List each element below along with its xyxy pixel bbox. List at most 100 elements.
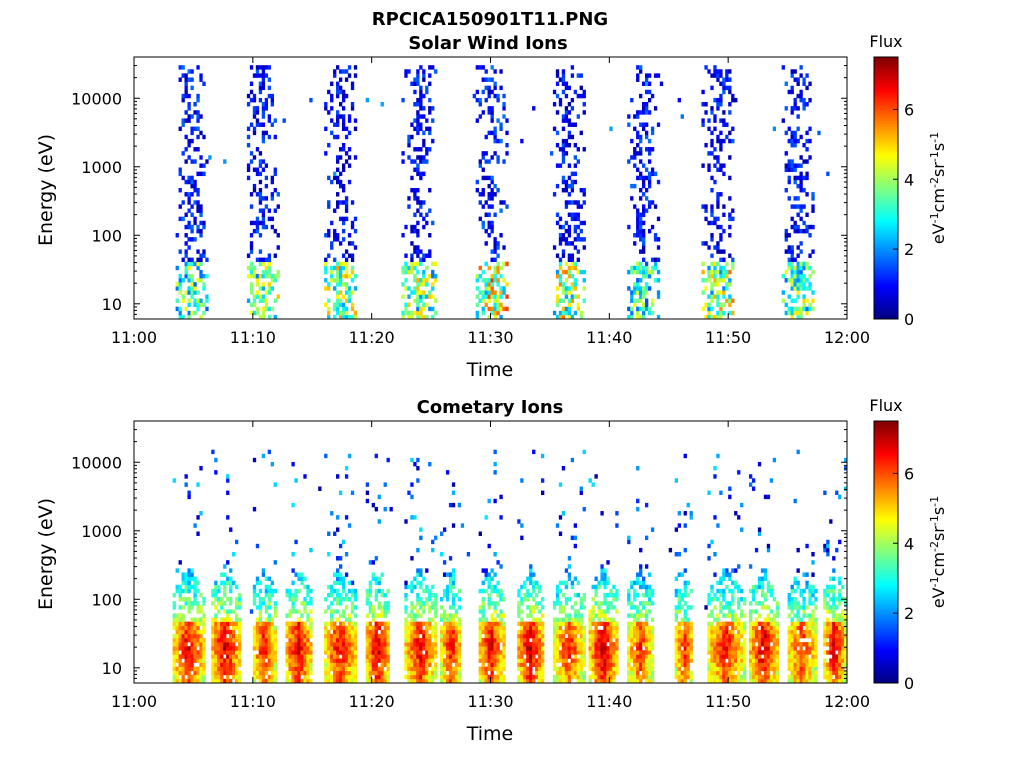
spectrogram-cell	[350, 220, 355, 226]
spectrogram-cell	[719, 97, 723, 103]
spectrogram-cell	[555, 81, 560, 86]
spectrogram-cell	[457, 666, 462, 672]
spectrogram-cell	[350, 625, 355, 631]
spectrogram-cell	[496, 298, 500, 303]
spectrogram-cell	[644, 73, 649, 78]
spectrogram-cell	[232, 654, 236, 659]
spectrogram-cell	[264, 625, 269, 631]
spectrogram-cell	[327, 666, 331, 672]
spectrogram-cell	[496, 282, 500, 287]
spectrogram-cell	[493, 678, 497, 684]
spectrogram-cell	[410, 257, 414, 263]
spectrogram-cell	[172, 633, 176, 639]
spectrogram-cell	[338, 642, 343, 647]
spectrogram-cell	[612, 642, 616, 647]
spectrogram-cell	[490, 192, 494, 197]
spectrogram-cell	[532, 642, 536, 647]
spectrogram-cell	[368, 629, 373, 635]
spectrogram-cell	[300, 658, 304, 663]
colorbar-swatch	[874, 149, 898, 152]
spectrogram-cell	[650, 224, 655, 230]
spectrogram-cell	[707, 302, 711, 308]
spectrogram-cell	[175, 298, 179, 303]
spectrogram-cell	[255, 306, 260, 312]
spectrogram-cell	[252, 633, 257, 639]
spectrogram-cell	[264, 621, 269, 627]
spectrogram-cell	[187, 580, 191, 586]
spectrogram-cell	[609, 654, 613, 659]
spectrogram-cell	[517, 658, 521, 663]
spectrogram-cell	[633, 678, 637, 684]
spectrogram-cell	[178, 171, 182, 177]
spectrogram-cell	[386, 633, 390, 639]
spectrogram-cell	[202, 625, 206, 631]
spectrogram-cell	[570, 200, 575, 205]
spectrogram-cell	[404, 674, 408, 680]
spectrogram-cell	[380, 621, 384, 627]
spectrogram-cell	[404, 642, 408, 647]
colorbar-swatch	[874, 173, 898, 177]
spectrogram-cell	[639, 621, 643, 627]
spectrogram-cell	[416, 654, 420, 659]
spectrogram-cell	[434, 605, 438, 610]
spectrogram-cell	[478, 290, 482, 295]
spectrogram-cell	[371, 658, 375, 663]
colorbar-swatch	[874, 128, 898, 132]
spectrogram-cell	[722, 278, 726, 283]
spectrogram-cell	[431, 650, 435, 655]
spectrogram-cell	[561, 633, 566, 639]
spectrogram-cell	[642, 269, 646, 275]
spectrogram-cell	[428, 633, 432, 639]
colorbar-swatch	[874, 81, 898, 85]
spectrogram-cell	[499, 138, 503, 144]
spectrogram-cell	[636, 650, 640, 655]
spectrogram-cell	[639, 584, 643, 590]
spectrogram-cell	[401, 314, 405, 320]
spectrogram-cell	[404, 224, 408, 230]
spectrogram-cell	[582, 192, 586, 197]
spectrogram-cell	[252, 601, 257, 606]
spectrogram-cell	[686, 629, 690, 635]
spectrogram-cell	[350, 224, 355, 230]
spectrogram-cell	[344, 625, 349, 631]
spectrogram-cell	[330, 601, 334, 606]
spectrogram-cell	[416, 658, 420, 663]
spectrogram-cell	[347, 290, 352, 295]
spectrogram-cell	[261, 568, 266, 573]
spectrogram-cell	[416, 302, 420, 308]
spectrogram-cell	[276, 204, 280, 209]
spectrogram-cell	[650, 666, 655, 672]
spectrogram-cell	[701, 261, 705, 267]
spectrogram-cell	[564, 306, 569, 312]
spectrogram-cell	[229, 629, 233, 635]
spectrogram-cell	[728, 102, 732, 107]
spectrogram-cell	[570, 188, 575, 193]
spectrogram-cell	[187, 118, 191, 123]
spectrogram-cell	[793, 196, 797, 201]
spectrogram-cell	[258, 163, 263, 168]
spectrogram-cell	[567, 633, 572, 639]
spectrogram-cell	[555, 142, 560, 148]
spectrogram-cell	[190, 666, 194, 672]
spectrogram-cell	[237, 674, 242, 680]
spectrogram-cell	[252, 625, 257, 631]
spectrogram-cell	[193, 642, 197, 647]
spectrogram-cell	[573, 613, 577, 618]
spectrogram-cell	[561, 269, 566, 275]
spectrogram-cell	[336, 637, 340, 643]
spectrogram-cell	[799, 97, 803, 103]
spectrogram-cell	[404, 646, 408, 651]
x-tick-label: 11:00	[111, 328, 157, 347]
spectrogram-cell	[612, 650, 616, 655]
colorbar-swatch	[874, 89, 898, 93]
spectrogram-cell	[451, 633, 456, 639]
spectrogram-cell	[350, 650, 355, 655]
spectrogram-cell	[725, 269, 729, 275]
spectrogram-cell	[579, 670, 583, 676]
spectrogram-cell	[639, 224, 643, 230]
spectrogram-cell	[826, 171, 830, 177]
spectrogram-cell	[811, 224, 815, 230]
spectrogram-cell	[416, 621, 420, 627]
spectrogram-cell	[422, 224, 426, 230]
spectrogram-cell	[647, 97, 652, 103]
